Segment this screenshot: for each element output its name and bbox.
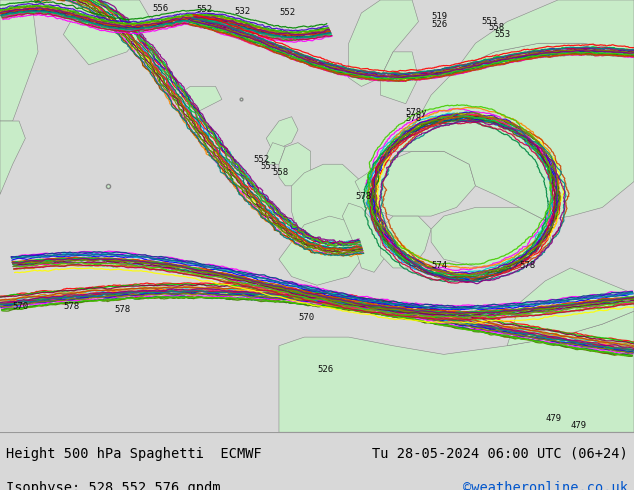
Text: 519: 519	[431, 12, 447, 22]
Text: 556: 556	[152, 4, 168, 13]
Polygon shape	[292, 164, 368, 242]
Polygon shape	[342, 203, 387, 272]
Text: 552: 552	[254, 155, 269, 164]
Polygon shape	[266, 143, 285, 164]
Polygon shape	[380, 216, 431, 268]
Text: 479: 479	[545, 415, 561, 423]
Polygon shape	[431, 207, 552, 268]
Text: 552: 552	[197, 5, 212, 14]
Text: 578: 578	[114, 305, 130, 314]
Polygon shape	[63, 0, 152, 65]
Text: 570: 570	[298, 313, 314, 322]
Text: 570: 570	[13, 302, 29, 311]
Text: Height 500 hPa Spaghetti  ECMWF: Height 500 hPa Spaghetti ECMWF	[6, 447, 262, 461]
Text: 558: 558	[273, 168, 288, 177]
Text: 578: 578	[520, 261, 536, 270]
Polygon shape	[456, 0, 634, 69]
Polygon shape	[393, 43, 634, 220]
Polygon shape	[355, 151, 476, 216]
Polygon shape	[279, 216, 368, 285]
Text: 526: 526	[317, 365, 333, 374]
Polygon shape	[266, 117, 298, 151]
Polygon shape	[380, 52, 418, 104]
Polygon shape	[279, 311, 634, 432]
Polygon shape	[279, 143, 311, 186]
Polygon shape	[0, 121, 25, 195]
Polygon shape	[349, 0, 418, 86]
Polygon shape	[178, 86, 222, 112]
Text: 578: 578	[63, 302, 79, 311]
Text: 552: 552	[279, 8, 295, 17]
Text: 578: 578	[355, 192, 371, 201]
Text: 526: 526	[431, 20, 447, 29]
Polygon shape	[507, 268, 634, 346]
Text: 553: 553	[260, 162, 276, 171]
Text: 578y: 578y	[406, 107, 427, 117]
Text: 553: 553	[482, 17, 498, 26]
Text: Isophyse: 528 552 576 gpdm: Isophyse: 528 552 576 gpdm	[6, 481, 221, 490]
Text: 574: 574	[431, 261, 447, 270]
Text: ©weatheronline.co.uk: ©weatheronline.co.uk	[463, 481, 628, 490]
Text: 553: 553	[495, 30, 510, 39]
Text: 558: 558	[488, 23, 504, 32]
Text: Tu 28-05-2024 06:00 UTC (06+24): Tu 28-05-2024 06:00 UTC (06+24)	[372, 447, 628, 461]
Text: 479: 479	[571, 421, 586, 430]
Text: 578: 578	[406, 114, 422, 123]
Text: 532: 532	[235, 7, 250, 16]
Polygon shape	[0, 0, 38, 121]
